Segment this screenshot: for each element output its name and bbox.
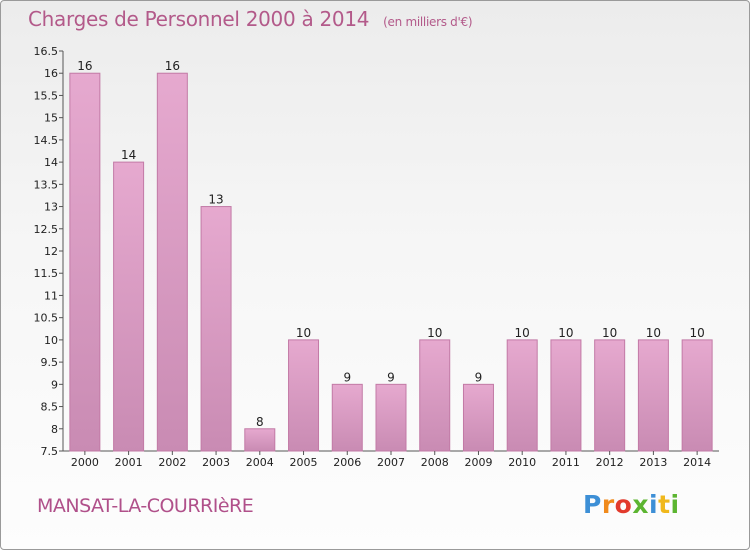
bar bbox=[244, 428, 276, 452]
x-tick-label: 2013 bbox=[639, 456, 667, 469]
data-label: 10 bbox=[646, 326, 661, 340]
logo-letter: x bbox=[632, 490, 649, 519]
y-tick-label: 10.5 bbox=[34, 312, 59, 325]
data-label: 10 bbox=[558, 326, 573, 340]
y-tick-label: 11.5 bbox=[34, 267, 59, 280]
logo-letter: P bbox=[583, 490, 602, 519]
x-tick-label: 2000 bbox=[71, 456, 99, 469]
bar bbox=[462, 383, 494, 452]
commune-name: MANSAT-LA-COURRIèRE bbox=[37, 495, 254, 517]
chart-title-text: Charges de Personnel 2000 à 2014 bbox=[28, 7, 370, 31]
x-tick-label: 2001 bbox=[115, 456, 143, 469]
bar bbox=[419, 339, 451, 452]
data-label: 14 bbox=[121, 148, 136, 162]
bar bbox=[113, 161, 145, 452]
y-tick-label: 9 bbox=[51, 378, 58, 391]
bar bbox=[550, 339, 582, 452]
logo-letter: i bbox=[670, 490, 680, 519]
bar bbox=[69, 72, 101, 452]
x-tick-label: 2002 bbox=[158, 456, 186, 469]
data-label: 10 bbox=[515, 326, 530, 340]
bar bbox=[288, 339, 320, 452]
logo-letter: o bbox=[614, 490, 633, 519]
data-label: 9 bbox=[387, 370, 395, 384]
logo-letter: i bbox=[649, 490, 659, 519]
data-label: 10 bbox=[296, 326, 311, 340]
chart-subtitle: (en milliers d'€) bbox=[383, 15, 473, 29]
y-tick-label: 13.5 bbox=[34, 178, 59, 191]
data-label: 16 bbox=[165, 59, 180, 73]
bar bbox=[331, 383, 363, 452]
proxiti-logo: Proxiti bbox=[583, 490, 680, 519]
logo-letter: t bbox=[658, 490, 671, 519]
y-tick-label: 15.5 bbox=[34, 89, 59, 102]
chart-title: Charges de Personnel 2000 à 2014 (en mill… bbox=[28, 7, 473, 31]
y-tick-label: 12.5 bbox=[34, 223, 59, 236]
x-tick-label: 2005 bbox=[290, 456, 318, 469]
y-tick-label: 12 bbox=[44, 245, 58, 258]
y-tick-label: 16.5 bbox=[34, 45, 59, 58]
bar bbox=[375, 383, 407, 452]
x-tick-label: 2009 bbox=[464, 456, 492, 469]
y-tick-label: 14 bbox=[44, 156, 58, 169]
x-tick-label: 2010 bbox=[508, 456, 536, 469]
bar bbox=[506, 339, 538, 452]
x-tick-label: 2011 bbox=[552, 456, 580, 469]
x-tick-label: 2008 bbox=[421, 456, 449, 469]
logo-letter: r bbox=[601, 490, 615, 519]
x-tick-label: 2007 bbox=[377, 456, 405, 469]
bar bbox=[200, 206, 232, 452]
data-label: 10 bbox=[689, 326, 704, 340]
y-tick-label: 8 bbox=[51, 423, 58, 436]
y-tick-label: 9.5 bbox=[41, 356, 59, 369]
y-tick-label: 10 bbox=[44, 334, 58, 347]
x-tick-label: 2004 bbox=[246, 456, 274, 469]
y-tick-label: 8.5 bbox=[41, 401, 59, 414]
x-tick-label: 2006 bbox=[333, 456, 361, 469]
y-tick-label: 13 bbox=[44, 201, 58, 214]
y-tick-label: 16 bbox=[44, 67, 58, 80]
y-tick-label: 11 bbox=[44, 289, 58, 302]
bar bbox=[594, 339, 626, 452]
data-label: 16 bbox=[77, 59, 92, 73]
data-label: 13 bbox=[208, 193, 223, 207]
data-label: 8 bbox=[256, 415, 264, 429]
x-tick-label: 2012 bbox=[596, 456, 624, 469]
data-label: 10 bbox=[427, 326, 442, 340]
bar bbox=[637, 339, 669, 452]
data-label: 9 bbox=[343, 370, 351, 384]
data-label: 9 bbox=[475, 370, 483, 384]
bar bbox=[156, 72, 188, 452]
y-tick-label: 7.5 bbox=[41, 445, 59, 458]
y-tick-label: 14.5 bbox=[34, 134, 59, 147]
bar bbox=[681, 339, 713, 452]
data-label: 10 bbox=[602, 326, 617, 340]
x-tick-label: 2014 bbox=[683, 456, 711, 469]
y-tick-label: 15 bbox=[44, 112, 58, 125]
x-tick-label: 2003 bbox=[202, 456, 230, 469]
